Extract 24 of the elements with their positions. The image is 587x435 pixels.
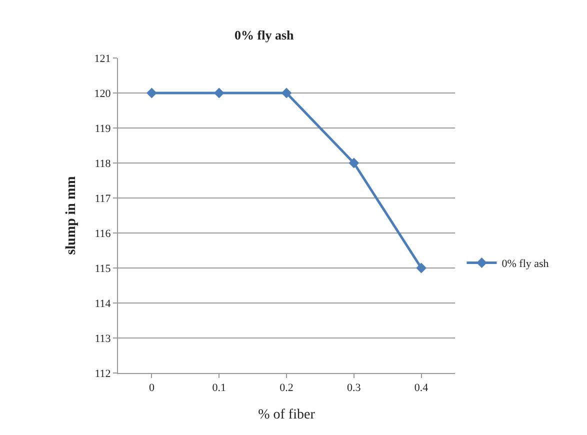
x-tick-label: 0 — [148, 382, 155, 394]
point — [348, 158, 360, 168]
x-tick-label: 0.3 — [347, 382, 362, 394]
y-tick-label: 115 — [94, 262, 112, 275]
y-tick-label: 119 — [94, 122, 112, 135]
point — [416, 262, 426, 274]
x-tick-label: 0.4 — [414, 382, 429, 394]
y-tick-label: 116 — [94, 228, 112, 240]
y-tick-label: 118 — [94, 158, 112, 170]
x-axis-title: % of fiber — [258, 408, 316, 422]
chart-title: 0% fly ash — [234, 28, 295, 43]
y-tick-label: 121 — [94, 52, 111, 65]
point — [214, 88, 224, 98]
y-axis-title: slump in mm — [64, 176, 79, 255]
point — [146, 88, 157, 98]
y-tick-label: 112 — [94, 368, 111, 380]
y-tick-label: 113 — [94, 332, 112, 345]
point — [281, 88, 292, 98]
y-tick-label: 120 — [94, 88, 112, 100]
y-tick-label: 117 — [94, 192, 112, 205]
x-tick-label: 0.2 — [280, 382, 294, 394]
y-tick-label: 114 — [94, 298, 112, 310]
legend-label: 0% fly ash — [502, 258, 550, 270]
x-tick-label: 0.1 — [212, 382, 226, 394]
